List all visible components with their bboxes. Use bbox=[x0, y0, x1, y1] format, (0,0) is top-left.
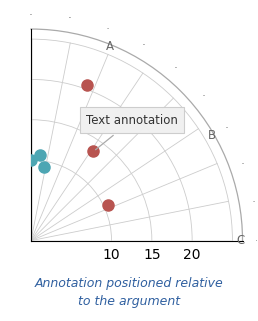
Text: A: A bbox=[106, 40, 114, 53]
Text: Annotation positioned relative
to the argument: Annotation positioned relative to the ar… bbox=[35, 277, 223, 308]
Text: B: B bbox=[208, 129, 216, 142]
Text: C: C bbox=[236, 234, 245, 247]
Text: Text annotation: Text annotation bbox=[86, 114, 178, 150]
